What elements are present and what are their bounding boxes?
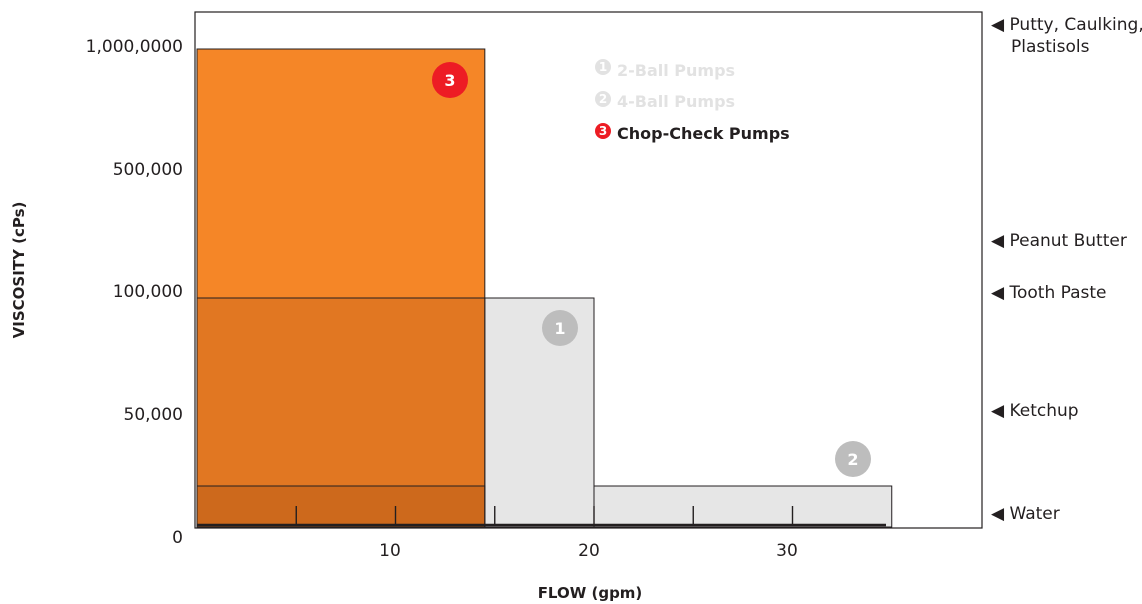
- legend-label-2-ball: 2-Ball Pumps: [617, 61, 735, 80]
- x-minor-ticks: [295, 506, 794, 525]
- ref-peanut-butter-text: Peanut Butter: [1009, 231, 1126, 251]
- ref-ketchup: ◀ Ketchup: [991, 401, 1079, 421]
- badge-1-circle: [542, 310, 578, 346]
- badge-4-ball: 2: [835, 441, 871, 477]
- ref-peanut-butter: ◀ Peanut Butter: [991, 231, 1127, 251]
- ref-putty: ◀ Putty, Caulking,: [991, 15, 1142, 35]
- ref-marker: ◀: [991, 401, 1005, 421]
- legend-badge-3: [595, 123, 611, 139]
- ref-marker: ◀: [991, 231, 1005, 251]
- y-tick-label-500000: 500,000: [113, 160, 183, 180]
- y-axis-title: VISCOSITY (cPs): [10, 202, 28, 339]
- legend-item-chop-check: 3 Chop-Check Pumps: [595, 123, 790, 143]
- y-tick-label-0: 0: [172, 528, 183, 548]
- legend-badge-2-text: 2: [599, 92, 607, 106]
- overlap-chop-4-ball: [196, 485, 486, 528]
- ref-plastisols: Plastisols: [1011, 37, 1090, 57]
- badge-2-circle: [835, 441, 871, 477]
- ref-ketchup-text: Ketchup: [1009, 401, 1078, 421]
- badge-3-text: 3: [444, 71, 455, 90]
- x-tick-label-10: 10: [379, 541, 401, 561]
- badge-3-circle: [432, 62, 468, 98]
- y-tick-label-1000000: 1,000,0000: [86, 37, 183, 57]
- legend-badge-2: [595, 91, 611, 107]
- ref-marker: ◀: [991, 504, 1005, 524]
- x-tick-label-30: 30: [776, 541, 798, 561]
- reference-labels: ◀ Putty, Caulking, Plastisols ◀ Peanut B…: [991, 15, 1142, 524]
- y-tick-label-50000: 50,000: [124, 405, 183, 425]
- legend-badge-3-text: 3: [599, 124, 607, 138]
- legend-label-chop-check: Chop-Check Pumps: [617, 124, 790, 143]
- ref-tooth-paste-text: Tooth Paste: [1008, 283, 1106, 303]
- legend-badge-1-text: 1: [599, 60, 607, 74]
- legend-item-4-ball: 2 4-Ball Pumps: [595, 91, 735, 111]
- legend: 1 2-Ball Pumps 2 4-Ball Pumps 3 Chop-Che…: [595, 59, 790, 143]
- x-tick-label-20: 20: [578, 541, 600, 561]
- ref-tooth-paste: ◀ Tooth Paste: [991, 283, 1107, 303]
- badge-1-text: 1: [554, 319, 565, 338]
- overlap-chop-2-ball: [196, 297, 486, 528]
- ref-water-text: Water: [1009, 504, 1059, 524]
- legend-badge-1: [595, 59, 611, 75]
- badge-2-text: 2: [847, 450, 858, 469]
- legend-label-4-ball: 4-Ball Pumps: [617, 92, 735, 111]
- ref-water: ◀ Water: [991, 504, 1060, 524]
- ref-putty-line1: Putty, Caulking,: [1009, 15, 1142, 35]
- badge-2-ball: 1: [542, 310, 578, 346]
- legend-item-2-ball: 1 2-Ball Pumps: [595, 59, 735, 80]
- y-tick-label-100000: 100,000: [113, 282, 183, 302]
- ref-marker: ◀: [991, 15, 1005, 35]
- ref-marker: ◀: [991, 283, 1005, 303]
- badge-chop-check: 3: [432, 62, 468, 98]
- x-axis-title: FLOW (gpm): [538, 584, 643, 602]
- bar-chop-check-pumps: [196, 48, 486, 528]
